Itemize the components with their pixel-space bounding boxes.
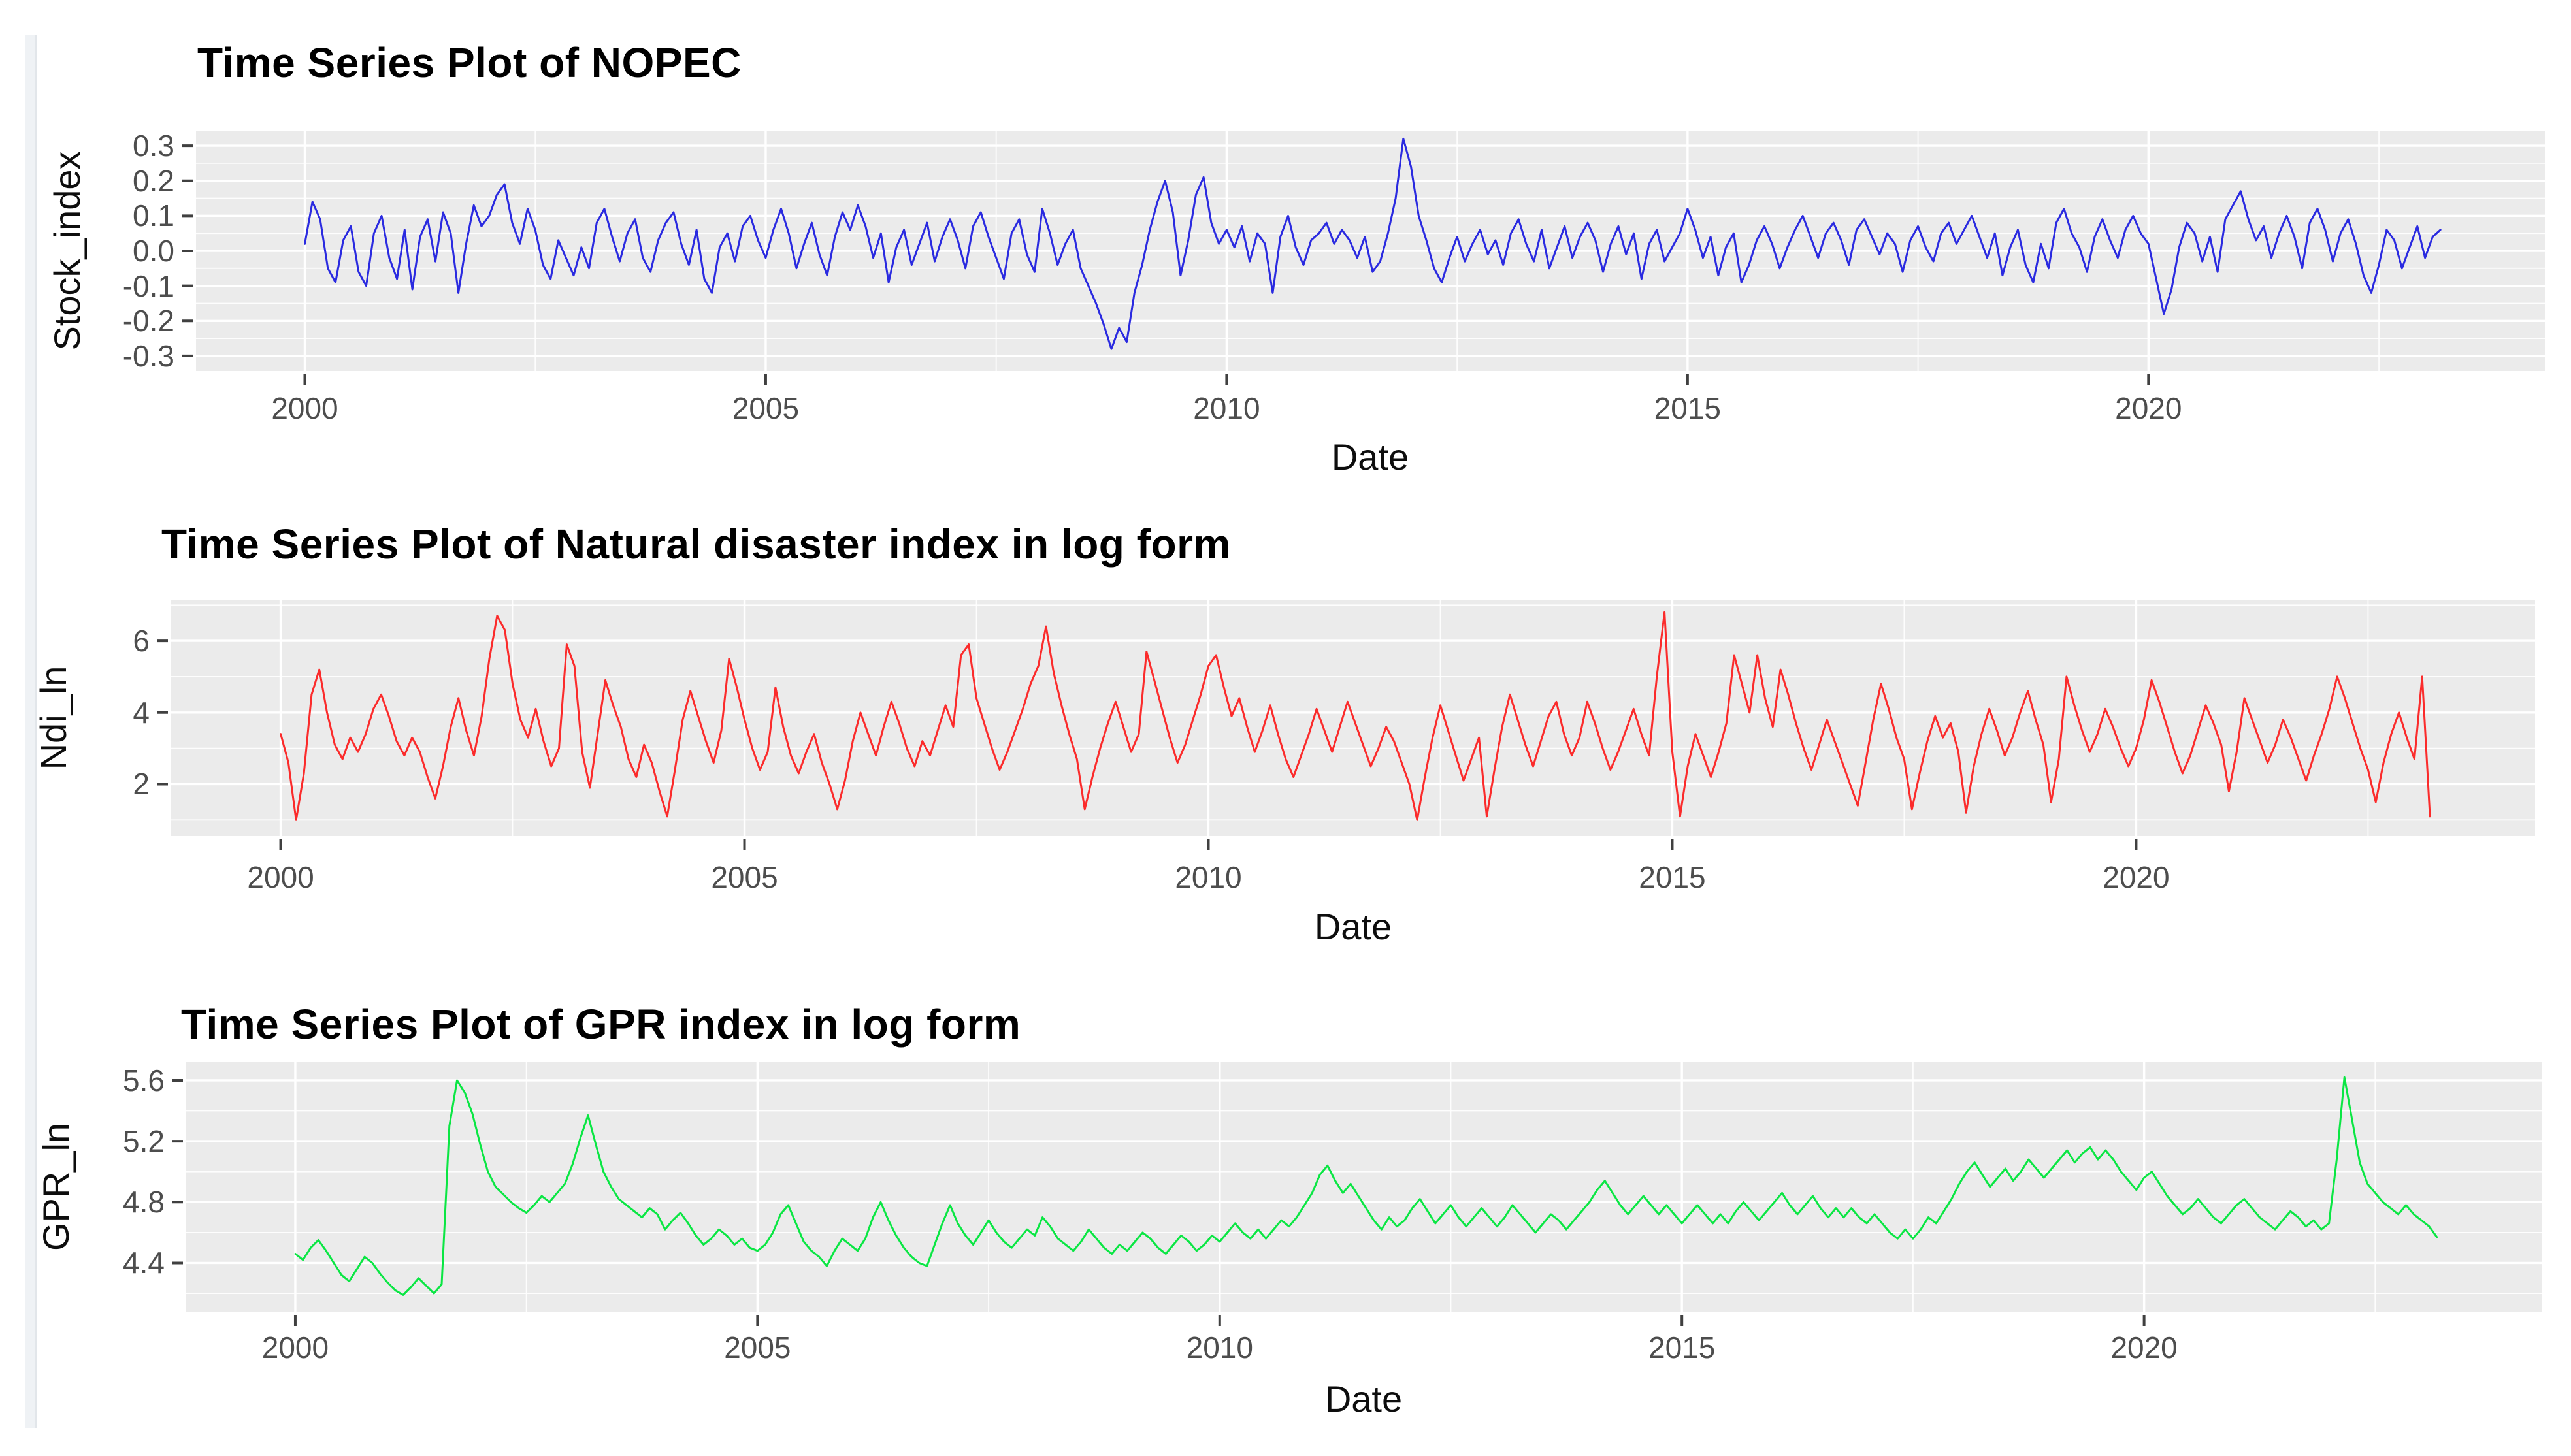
x-tick-label: 2010 xyxy=(1193,391,1260,425)
x-tick-label: 2010 xyxy=(1186,1331,1253,1365)
x-axis-title-date: Date xyxy=(1331,436,1409,477)
x-tick-label: 2000 xyxy=(247,860,314,894)
y-tick-label: -0.1 xyxy=(122,268,174,303)
x-tick-label: 2015 xyxy=(1639,860,1706,894)
x-tick-label: 2000 xyxy=(261,1331,329,1365)
x-axis-title-date: Date xyxy=(1314,906,1392,947)
x-axis-title-date: Date xyxy=(1324,1378,1403,1419)
y-tick-label: 5.2 xyxy=(123,1124,165,1159)
plot-title-nopec: Time Series Plot of NOPEC xyxy=(197,39,742,86)
y-tick-label: 5.6 xyxy=(123,1063,165,1097)
pane-scrollbar[interactable] xyxy=(25,35,37,1428)
y-tick-label: -0.2 xyxy=(122,304,174,338)
plot-ndi: Time Series Plot of Natural disaster ind… xyxy=(0,485,2571,971)
x-tick-label: 2015 xyxy=(1648,1331,1716,1365)
x-tick-label: 2010 xyxy=(1175,860,1242,894)
x-tick-label: 2005 xyxy=(732,391,800,425)
x-tick-label: 2020 xyxy=(2103,860,2170,894)
y-tick-label: 2 xyxy=(133,767,150,801)
plot-nopec: Time Series Plot of NOPEC Stock_index Da… xyxy=(0,0,2571,485)
x-tick-label: 2005 xyxy=(711,860,778,894)
y-tick-label: 0.2 xyxy=(133,163,174,198)
y-tick-label: 0.1 xyxy=(133,199,174,233)
y-tick-label: 4.4 xyxy=(123,1246,165,1280)
plot-title-gpr: Time Series Plot of GPR index in log for… xyxy=(181,1001,1021,1048)
gpr-line-chart xyxy=(172,1062,2542,1326)
nopec-line-chart xyxy=(182,131,2545,385)
x-tick-label: 2020 xyxy=(2110,1331,2178,1365)
y-tick-label: 0.0 xyxy=(133,234,174,268)
plot-title-ndi: Time Series Plot of Natural disaster ind… xyxy=(161,521,1231,568)
x-tick-label: 2020 xyxy=(2115,391,2182,425)
x-tick-label: 2000 xyxy=(271,391,338,425)
y-tick-label: 0.3 xyxy=(133,129,174,163)
ndi-line-chart xyxy=(157,600,2535,850)
y-tick-label: -0.3 xyxy=(122,338,174,373)
y-tick-label: 6 xyxy=(133,624,150,658)
x-tick-label: 2015 xyxy=(1654,391,1722,425)
x-tick-label: 2005 xyxy=(724,1331,791,1365)
plot-gpr: Time Series Plot of GPR index in log for… xyxy=(0,971,2571,1456)
y-tick-label: 4 xyxy=(133,695,150,730)
y-tick-label: 4.8 xyxy=(123,1185,165,1220)
